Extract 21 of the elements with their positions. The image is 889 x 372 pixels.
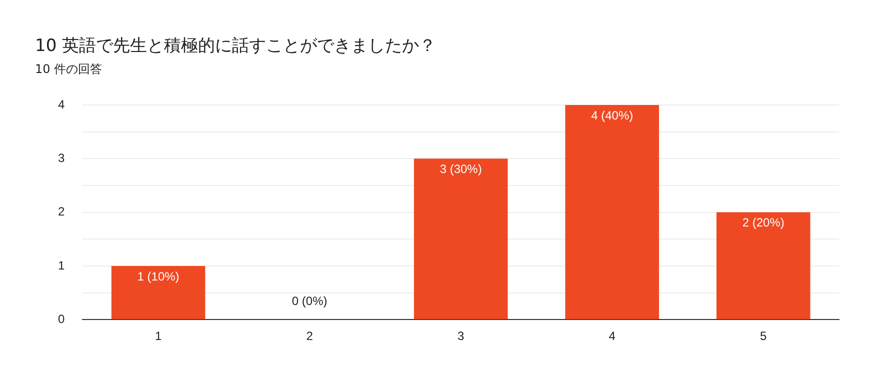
chart-subtitle: 10 件の回答 <box>35 61 102 78</box>
bar <box>414 158 508 320</box>
data-label: 0 (0%) <box>292 294 328 308</box>
chart-title: 10 英語で先生と積極的に話すことができましたか？ <box>35 35 436 57</box>
y-tick-label: 4 <box>58 97 65 112</box>
data-label: 3 (30%) <box>440 162 482 176</box>
bar <box>565 105 659 320</box>
data-label: 2 (20%) <box>742 216 784 230</box>
data-label: 4 (40%) <box>591 108 634 122</box>
x-tick-label: 4 <box>608 329 616 344</box>
data-label: 1 (10%) <box>137 269 180 284</box>
x-tick-label: 3 <box>457 329 464 344</box>
x-tick-label: 1 <box>154 329 162 344</box>
bar <box>111 266 206 320</box>
y-tick-label: 1 <box>58 258 65 272</box>
bar <box>716 212 810 320</box>
x-tick-label: 2 <box>306 329 314 344</box>
y-tick-label: 3 <box>58 150 65 165</box>
y-tick-label: 2 <box>58 204 65 219</box>
x-tick-label: 5 <box>760 329 768 344</box>
y-tick-label: 0 <box>58 312 65 326</box>
